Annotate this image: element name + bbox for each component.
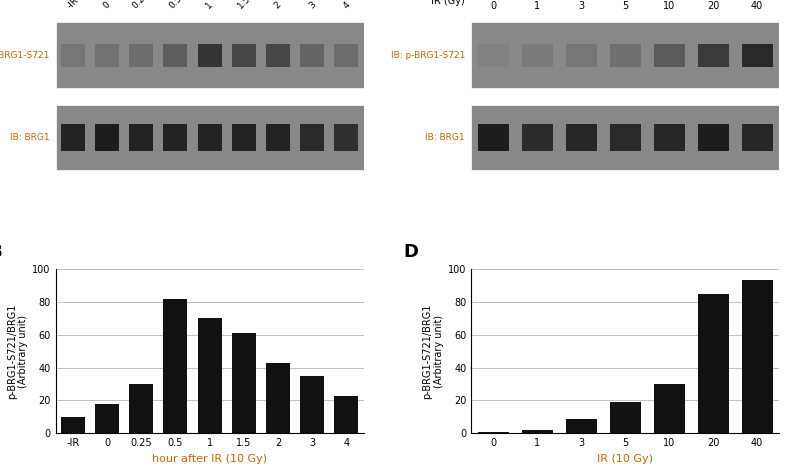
Bar <box>266 124 290 151</box>
Bar <box>653 384 684 433</box>
Bar <box>335 124 359 151</box>
Bar <box>301 44 324 67</box>
Text: 2: 2 <box>273 0 283 11</box>
Bar <box>522 44 553 67</box>
Bar <box>232 333 256 433</box>
Bar <box>198 44 222 67</box>
Bar <box>60 417 85 433</box>
Bar <box>95 44 119 67</box>
Bar <box>478 124 509 151</box>
Text: B: B <box>0 243 2 261</box>
Bar <box>610 402 641 433</box>
Bar <box>471 22 779 88</box>
Text: D: D <box>404 243 418 261</box>
Bar <box>566 124 596 151</box>
Text: 1: 1 <box>204 0 215 11</box>
Bar <box>130 44 153 67</box>
Bar <box>266 44 290 67</box>
Bar <box>60 124 85 151</box>
Text: 1: 1 <box>534 1 541 11</box>
Bar <box>566 44 596 67</box>
Bar <box>742 44 773 67</box>
Text: IR (Gy): IR (Gy) <box>432 0 465 6</box>
Bar <box>522 430 553 433</box>
Bar <box>266 363 290 433</box>
Text: B: B <box>0 243 2 261</box>
Text: 4: 4 <box>341 0 351 11</box>
Text: 0: 0 <box>491 1 496 11</box>
Text: 5: 5 <box>622 1 628 11</box>
Bar <box>478 432 509 433</box>
Bar <box>653 124 684 151</box>
Text: IB: p-BRG1-S721: IB: p-BRG1-S721 <box>0 51 49 60</box>
Text: -IR: -IR <box>65 0 80 11</box>
Bar <box>610 44 641 67</box>
Bar <box>198 124 222 151</box>
Y-axis label: p-BRG1-S721/BRG1
(Arbitrary unit): p-BRG1-S721/BRG1 (Arbitrary unit) <box>422 303 444 399</box>
Bar <box>164 44 188 67</box>
Bar <box>610 124 641 151</box>
Bar <box>232 44 256 67</box>
Text: IB: p-BRG1-S721: IB: p-BRG1-S721 <box>390 51 465 60</box>
Text: 10: 10 <box>663 1 675 11</box>
Bar <box>130 384 153 433</box>
Bar <box>301 124 324 151</box>
X-axis label: hour after IR (10 Gy): hour after IR (10 Gy) <box>152 454 267 464</box>
Text: 40: 40 <box>751 1 763 11</box>
Text: 3: 3 <box>307 0 317 11</box>
Bar <box>198 318 222 433</box>
Bar <box>95 124 119 151</box>
Text: 1.5: 1.5 <box>235 0 252 11</box>
Bar <box>56 105 363 171</box>
Bar <box>130 124 153 151</box>
Bar <box>478 44 509 67</box>
Bar <box>653 44 684 67</box>
X-axis label: IR (10 Gy): IR (10 Gy) <box>597 454 653 464</box>
Bar <box>698 293 728 433</box>
Text: IB: BRG1: IB: BRG1 <box>425 133 465 142</box>
Bar <box>301 376 324 433</box>
Bar <box>335 396 359 433</box>
Bar <box>56 22 363 88</box>
Bar <box>742 124 773 151</box>
Bar <box>522 124 553 151</box>
Bar <box>164 299 188 433</box>
Bar <box>471 105 779 171</box>
Text: IB: BRG1: IB: BRG1 <box>10 133 49 142</box>
Bar <box>60 44 85 67</box>
Bar <box>164 124 188 151</box>
Bar <box>95 404 119 433</box>
Bar <box>232 124 256 151</box>
Bar <box>698 44 728 67</box>
Bar <box>566 419 596 433</box>
Text: 0: 0 <box>102 0 112 11</box>
Text: 0.25: 0.25 <box>131 0 151 11</box>
Text: 0.5: 0.5 <box>167 0 184 11</box>
Text: 20: 20 <box>707 1 719 11</box>
Text: 3: 3 <box>578 1 584 11</box>
Bar <box>335 44 359 67</box>
Y-axis label: p-BRG1-S721/BRG1
(Arbitrary unit): p-BRG1-S721/BRG1 (Arbitrary unit) <box>6 303 29 399</box>
Bar <box>742 280 773 433</box>
Bar <box>698 124 728 151</box>
